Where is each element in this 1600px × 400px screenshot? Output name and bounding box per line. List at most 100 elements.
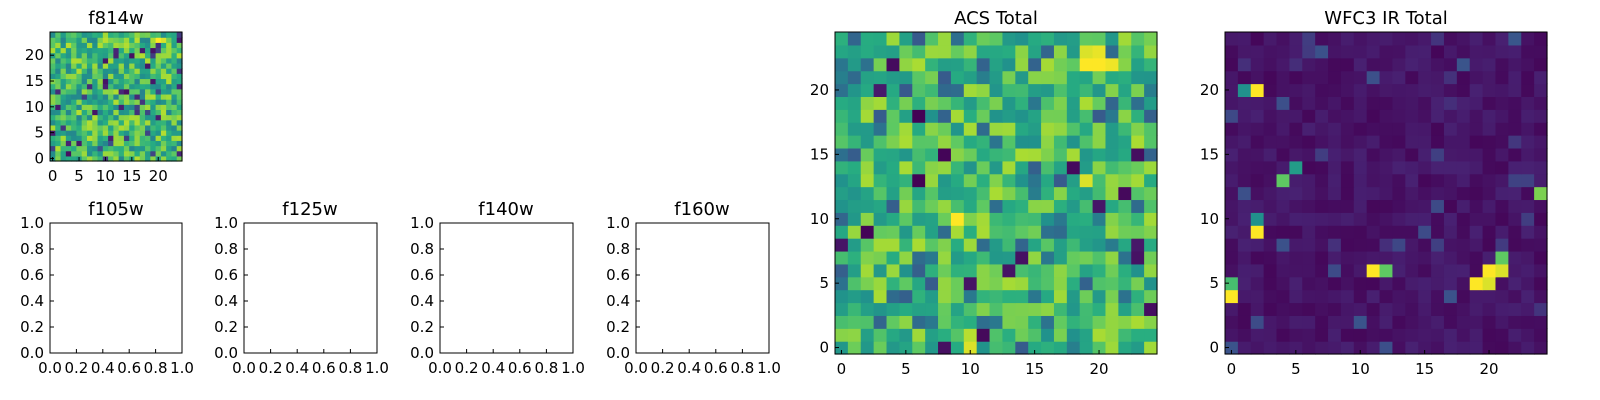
heatmap-cell	[1144, 83, 1158, 97]
heatmap-cell	[938, 57, 952, 72]
heatmap-cell	[860, 173, 875, 188]
heatmap-cell	[176, 150, 183, 157]
heatmap-cell	[847, 315, 862, 329]
heatmap-cell	[860, 238, 875, 252]
heatmap-cell	[1302, 83, 1316, 97]
heatmap-cell	[1053, 302, 1068, 316]
heatmap-cell	[118, 155, 125, 162]
heatmap-cell	[925, 173, 939, 188]
heatmap-cell	[847, 83, 862, 97]
heatmap-cell	[176, 99, 183, 105]
heatmap-cell	[1302, 147, 1316, 162]
heatmap-cell	[171, 93, 178, 100]
heatmap-cell	[1495, 57, 1509, 72]
heatmap-cell	[847, 263, 862, 278]
heatmap-cell	[60, 109, 67, 116]
heatmap-cell	[1534, 289, 1548, 304]
heatmap-cell	[1225, 225, 1239, 239]
heatmap-cell	[81, 78, 88, 85]
heatmap-cell	[1315, 199, 1329, 213]
heatmap-cell	[1443, 276, 1458, 291]
heatmap-cell	[1118, 212, 1132, 226]
heatmap-cell	[1225, 315, 1239, 329]
heatmap-cell	[1053, 341, 1068, 355]
heatmap-cell	[1482, 276, 1497, 291]
heatmap-cell	[860, 250, 875, 265]
heatmap-cell	[976, 289, 991, 304]
heatmap-cell	[55, 88, 62, 95]
x-tick-label: 0.0	[428, 359, 452, 377]
x-tick-label: 1.0	[757, 359, 781, 377]
heatmap-cell	[1392, 96, 1406, 110]
heatmap-cell	[1225, 263, 1239, 278]
heatmap-cell	[1225, 109, 1239, 123]
heatmap-cell	[1379, 44, 1394, 59]
heatmap-cell	[1015, 276, 1029, 291]
heatmap-cell	[1328, 57, 1342, 72]
heatmap-cell	[1315, 212, 1329, 226]
heatmap-cell	[860, 186, 875, 201]
heatmap-cell	[1302, 276, 1316, 291]
heatmap-cell	[1508, 276, 1522, 291]
heatmap-cell	[963, 199, 978, 213]
heatmap-cell	[1302, 212, 1316, 226]
heatmap-cell	[950, 32, 965, 46]
heatmap-cell	[1418, 328, 1432, 342]
heatmap-cell	[145, 150, 151, 157]
heatmap-cell	[873, 44, 888, 59]
heatmap-cell	[1002, 199, 1016, 213]
heatmap-cell	[71, 124, 77, 131]
heatmap-cell	[86, 145, 93, 152]
heatmap-cell	[1276, 315, 1290, 329]
heatmap-cell	[1431, 199, 1445, 213]
heatmap-cell	[1250, 147, 1265, 162]
f105w-title: f105w	[88, 199, 143, 220]
heatmap-cell	[912, 135, 926, 149]
heatmap-cell	[1092, 44, 1107, 59]
heatmap-cell	[60, 32, 67, 38]
heatmap-cell	[1002, 250, 1016, 265]
heatmap-cell	[1495, 135, 1509, 149]
heatmap-cell	[899, 315, 913, 329]
heatmap-cell	[1482, 160, 1497, 175]
heatmap-cell	[1041, 289, 1055, 304]
heatmap-cell	[1521, 263, 1535, 278]
heatmap-cell	[50, 135, 56, 141]
heatmap-cell	[1289, 83, 1303, 97]
heatmap-cell	[873, 147, 888, 162]
heatmap-cell	[1443, 341, 1458, 355]
heatmap-cell	[835, 160, 849, 175]
heatmap-cell	[1041, 109, 1055, 123]
heatmap-cell	[139, 37, 146, 43]
heatmap-cell	[835, 328, 849, 342]
heatmap-cell	[65, 135, 72, 141]
heatmap-cell	[1379, 109, 1394, 123]
heatmap-cell	[1328, 44, 1342, 59]
heatmap-cell	[847, 109, 862, 123]
heatmap-cell	[886, 225, 900, 239]
heatmap-cell	[1392, 83, 1406, 97]
heatmap-cell	[976, 199, 991, 213]
x-tick-label: 0.6	[117, 359, 141, 377]
heatmap-cell	[60, 37, 67, 43]
heatmap-cell	[912, 250, 926, 265]
heatmap-cell	[925, 289, 939, 304]
heatmap-cell	[55, 119, 62, 126]
heatmap-cell	[1366, 341, 1381, 355]
heatmap-cell	[1340, 276, 1355, 291]
heatmap-cell	[171, 57, 178, 64]
heatmap-cell	[1534, 315, 1548, 329]
heatmap-cell	[886, 341, 900, 355]
heatmap-cell	[134, 135, 141, 141]
heatmap-cell	[1066, 238, 1081, 252]
heatmap-cell	[160, 37, 167, 43]
heatmap-cell	[113, 68, 120, 74]
heatmap-cell	[65, 47, 72, 54]
heatmap-cell	[835, 186, 849, 201]
heatmap-cell	[134, 88, 141, 95]
heatmap-cell	[145, 155, 151, 162]
heatmap-cell	[860, 147, 875, 162]
